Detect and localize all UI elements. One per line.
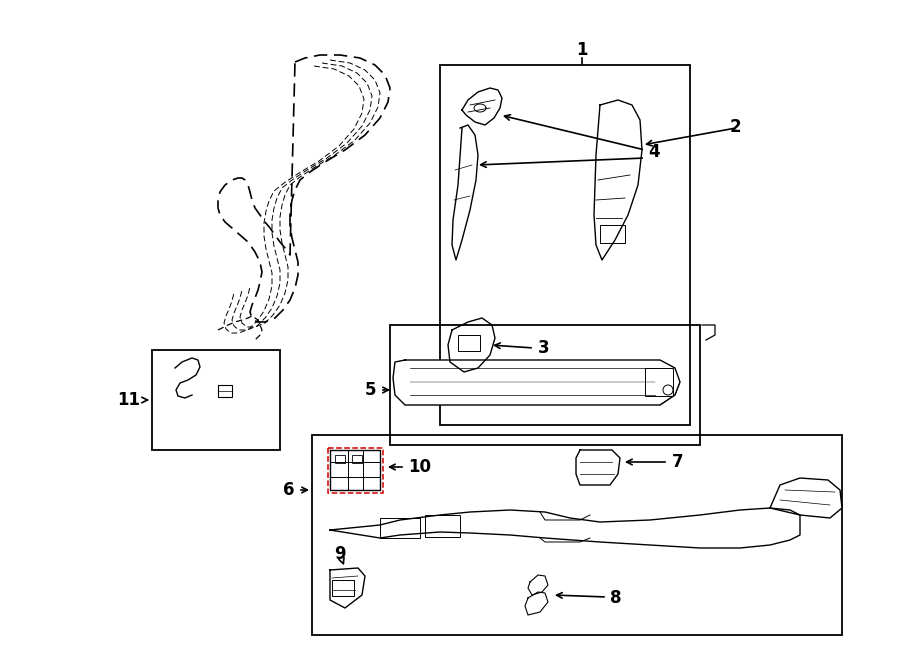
Polygon shape: [770, 478, 842, 518]
Bar: [328, 448, 383, 493]
Bar: [312, 435, 842, 635]
Polygon shape: [330, 568, 365, 608]
Bar: [390, 325, 700, 445]
Text: 10: 10: [408, 458, 431, 476]
Polygon shape: [528, 575, 548, 595]
Polygon shape: [452, 125, 478, 260]
Polygon shape: [330, 508, 800, 548]
Polygon shape: [525, 592, 548, 615]
Text: 11: 11: [117, 391, 140, 409]
Text: 2: 2: [730, 118, 742, 136]
Bar: [600, 225, 625, 243]
Bar: [218, 385, 232, 397]
Text: 3: 3: [538, 339, 550, 357]
Bar: [440, 65, 690, 425]
Bar: [425, 515, 460, 537]
Text: 4: 4: [648, 143, 660, 161]
Bar: [645, 368, 673, 396]
Text: 8: 8: [610, 589, 622, 607]
Polygon shape: [448, 318, 495, 372]
Bar: [352, 455, 362, 463]
Text: 7: 7: [672, 453, 684, 471]
Text: 6: 6: [284, 481, 295, 499]
Polygon shape: [594, 100, 642, 260]
Bar: [458, 335, 480, 351]
Polygon shape: [576, 450, 620, 485]
Bar: [335, 455, 345, 463]
Polygon shape: [462, 88, 502, 125]
Text: 5: 5: [364, 381, 376, 399]
Polygon shape: [393, 360, 680, 405]
Text: 1: 1: [576, 41, 588, 59]
Text: 9: 9: [334, 545, 346, 563]
Bar: [332, 580, 354, 596]
Bar: [380, 518, 420, 538]
Bar: [152, 350, 280, 450]
